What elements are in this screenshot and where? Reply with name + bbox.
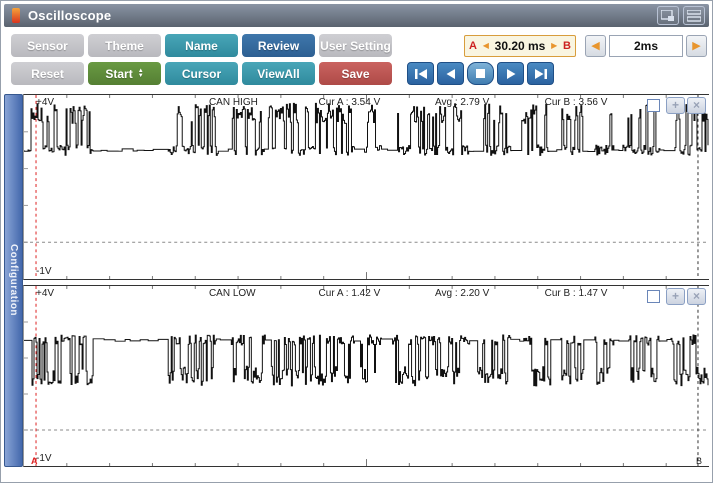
cursor-a-readout: Cur A : 1.42 V xyxy=(319,288,381,299)
spinner-arrows-icon[interactable]: ▲▼ xyxy=(138,69,144,79)
panel-checkbox[interactable] xyxy=(647,290,660,303)
can-low-waveform xyxy=(24,286,709,466)
configuration-tab-label: Configuration xyxy=(8,244,19,316)
timebase-increase-button[interactable]: ▶ xyxy=(686,35,707,57)
play-button[interactable] xyxy=(497,62,524,85)
skip-end-button[interactable] xyxy=(527,62,554,85)
cursor-a-label: A xyxy=(469,40,477,52)
zoom-plus-button[interactable]: + xyxy=(666,97,685,114)
scale-bottom-label: -1V xyxy=(36,266,52,277)
skip-start-button[interactable] xyxy=(407,62,434,85)
channel-name: CAN LOW xyxy=(209,288,256,299)
cursor-a-marker[interactable]: A xyxy=(31,456,38,466)
scale-bottom-label: -1V xyxy=(36,453,52,464)
viewall-button[interactable]: ViewAll xyxy=(242,62,315,85)
review-button[interactable]: Review xyxy=(242,34,315,57)
name-button[interactable]: Name xyxy=(165,34,238,57)
start-button[interactable]: Start ▲▼ xyxy=(88,62,161,85)
stop-button[interactable] xyxy=(467,62,494,85)
cursor-button[interactable]: Cursor xyxy=(165,62,238,85)
average-readout: Avg : 2.79 V xyxy=(435,97,489,108)
timebase-value: 2ms xyxy=(609,35,683,57)
layout-window-icon[interactable] xyxy=(657,6,679,25)
cursor-a-arrow-icon[interactable]: ◀ xyxy=(483,41,489,50)
title-bar: Oscilloscope xyxy=(4,4,709,27)
timebase-selector: ◀ 2ms ▶ xyxy=(585,35,707,57)
panel-close-button[interactable]: × xyxy=(687,97,706,114)
average-readout: Avg : 2.20 V xyxy=(435,288,489,299)
toolbar-row-2: Reset Start ▲▼ Cursor ViewAll Save xyxy=(11,62,709,85)
start-button-label: Start xyxy=(105,67,132,81)
cursor-delta-time: 30.20 ms xyxy=(495,39,546,53)
reset-button[interactable]: Reset xyxy=(11,62,84,85)
list-view-icon[interactable] xyxy=(683,6,705,25)
panel-controls: + × xyxy=(647,97,706,114)
cursor-b-marker[interactable]: B xyxy=(696,456,702,466)
theme-button[interactable]: Theme xyxy=(88,34,161,57)
cursor-time-display: A ◀ 30.20 ms ▶ B xyxy=(464,35,576,57)
panel-header: +4V CAN HIGH Cur A : 3.54 V Avg : 2.79 V… xyxy=(24,96,709,110)
cursor-b-arrow-icon[interactable]: ▶ xyxy=(551,41,557,50)
panel-can-low[interactable]: +4V CAN LOW Cur A : 1.42 V Avg : 2.20 V … xyxy=(23,285,709,467)
zoom-plus-button[interactable]: + xyxy=(666,288,685,305)
configuration-tab[interactable]: Configuration xyxy=(4,94,23,467)
oscilloscope-window: Oscilloscope Sensor Theme Name Review Us… xyxy=(0,0,713,483)
timebase-decrease-button[interactable]: ◀ xyxy=(585,35,606,57)
scope-content: Configuration +4V CAN HIGH Cur A : 3.54 … xyxy=(4,94,709,467)
toolbar-row-1: Sensor Theme Name Review User Setting A … xyxy=(11,34,709,57)
panel-close-button[interactable]: × xyxy=(687,288,706,305)
toolbar: Sensor Theme Name Review User Setting A … xyxy=(11,34,709,85)
scale-top-label: +4V xyxy=(36,288,54,299)
arrow-left-icon: ◀ xyxy=(591,39,599,52)
cursor-a-readout: Cur A : 3.54 V xyxy=(319,97,381,108)
app-icon xyxy=(12,8,20,23)
waveform-panels: +4V CAN HIGH Cur A : 3.54 V Avg : 2.79 V… xyxy=(23,94,709,467)
panel-can-high[interactable]: +4V CAN HIGH Cur A : 3.54 V Avg : 2.79 V… xyxy=(23,94,709,280)
scale-top-label: +4V xyxy=(36,97,54,108)
window-title: Oscilloscope xyxy=(28,8,653,23)
arrow-right-icon: ▶ xyxy=(692,39,700,52)
playback-controls xyxy=(407,62,557,85)
can-high-waveform xyxy=(24,95,709,279)
panel-checkbox[interactable] xyxy=(647,99,660,112)
cursor-b-readout: Cur B : 1.47 V xyxy=(545,288,608,299)
panel-header: +4V CAN LOW Cur A : 1.42 V Avg : 2.20 V … xyxy=(24,287,709,301)
user-setting-button[interactable]: User Setting xyxy=(319,34,392,57)
step-back-button[interactable] xyxy=(437,62,464,85)
panel-controls: + × xyxy=(647,288,706,305)
save-button[interactable]: Save xyxy=(319,62,392,85)
channel-name: CAN HIGH xyxy=(209,97,258,108)
sensor-button[interactable]: Sensor xyxy=(11,34,84,57)
cursor-b-label: B xyxy=(563,40,571,52)
cursor-b-readout: Cur B : 3.56 V xyxy=(545,97,608,108)
